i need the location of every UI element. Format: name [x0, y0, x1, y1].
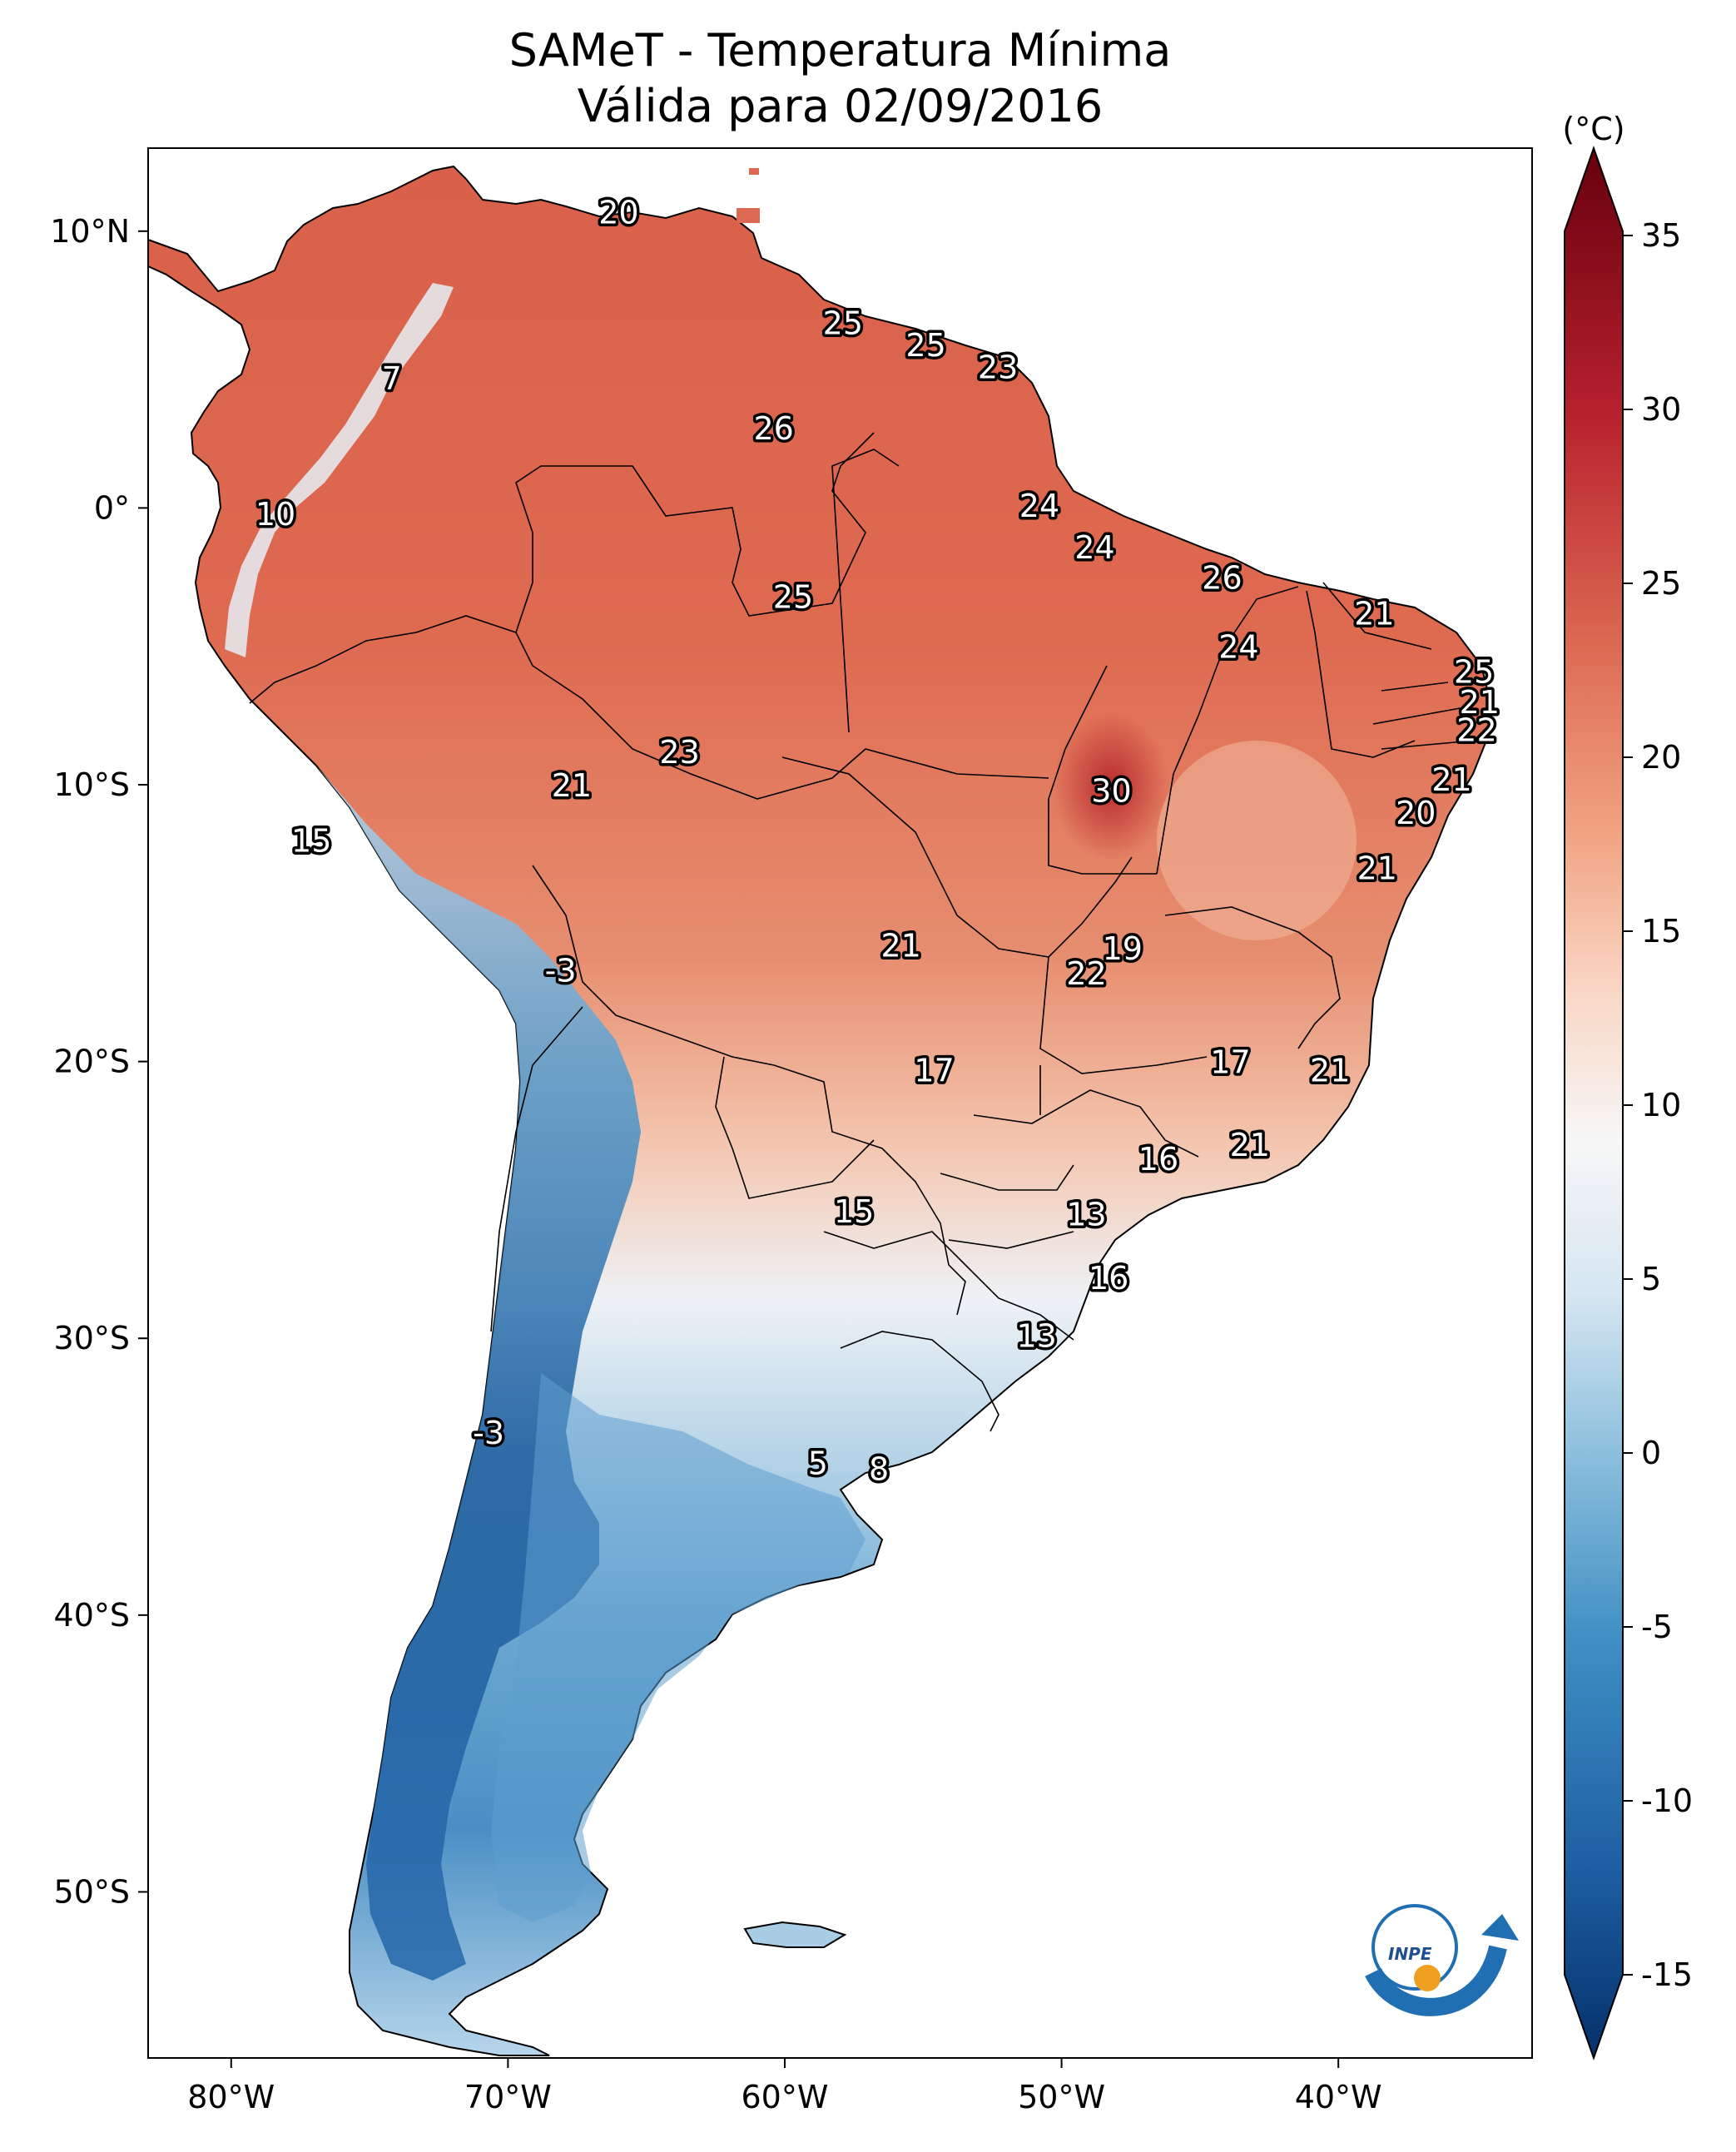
- trinidad-island: [737, 208, 760, 223]
- lon-tick-label: 70°W: [464, 2079, 552, 2115]
- colorbar-bar: [1564, 145, 1624, 2061]
- lat-tick-label: 0°: [94, 489, 130, 526]
- colorbar-tick-label: 30: [1641, 391, 1681, 428]
- temperature-label: 13: [1016, 1318, 1056, 1355]
- temperature-label: 16: [1089, 1260, 1128, 1297]
- lat-tick-label: 50°S: [54, 1873, 130, 1910]
- colorbar-tick-label: 25: [1641, 565, 1681, 602]
- temperature-label: 19: [1103, 930, 1143, 967]
- temperature-label: 17: [914, 1052, 954, 1088]
- lat-tick-label: 10°S: [54, 766, 130, 803]
- temperature-label: 21: [1354, 596, 1394, 632]
- colorbar-unit: (°C): [1562, 111, 1624, 147]
- temperature-label: -3: [545, 953, 577, 989]
- lon-tick-label: 60°W: [742, 2079, 829, 2115]
- hot-region-tocantins: [1053, 712, 1169, 861]
- colorbar-ticks: 35 30 25 20 15 10 5 0 -5 -10 -15: [1623, 217, 1693, 1993]
- temperature-label: 16: [1138, 1141, 1178, 1178]
- temperature-label: 21: [1357, 850, 1397, 887]
- temperature-label: 26: [753, 410, 793, 447]
- temperature-label: 30: [1091, 772, 1131, 809]
- temperature-label: 25: [823, 305, 863, 341]
- colorbar-tick-label: 35: [1641, 217, 1681, 254]
- temperature-label: 25: [1454, 653, 1494, 690]
- inpe-logo-icon: INPE: [1365, 1904, 1519, 2016]
- colorbar-tick-label: 20: [1641, 739, 1681, 776]
- colorbar-tick-label: -10: [1641, 1783, 1693, 1819]
- north-andes-cool-region: [225, 283, 454, 657]
- temperature-label: 24: [1218, 629, 1258, 666]
- temperature-label: 22: [1456, 712, 1496, 748]
- country-borders: [249, 432, 1474, 1432]
- temperature-label: 21: [1460, 684, 1500, 721]
- temperature-label: 21: [552, 767, 592, 804]
- lat-tick-label: 40°S: [54, 1597, 130, 1634]
- lat-tick-label: 20°S: [54, 1044, 130, 1080]
- colorbar-tick-label: 15: [1641, 913, 1681, 950]
- colorbar-tick-label: -15: [1641, 1956, 1693, 1993]
- colorbar-tick-label: 10: [1641, 1087, 1681, 1123]
- temperature-label: 20: [1396, 795, 1436, 831]
- temperature-label: 13: [1066, 1196, 1106, 1232]
- colorbar-tick-label: -5: [1641, 1609, 1673, 1645]
- lon-tick-label: 40°W: [1295, 2079, 1382, 2115]
- falkland-islands: [743, 1921, 847, 1948]
- temperature-label: 21: [880, 928, 920, 964]
- andes-cold-region: [275, 699, 641, 1981]
- temperature-label: 21: [1310, 1052, 1350, 1088]
- lon-tick-label: 80°W: [187, 2079, 275, 2115]
- lon-tick-label: 50°W: [1018, 2079, 1105, 2115]
- temperature-label: 17: [1210, 1044, 1250, 1080]
- temperature-label: 5: [808, 1445, 828, 1482]
- temperature-label: 21: [1230, 1127, 1270, 1163]
- temperature-label: 15: [291, 822, 331, 859]
- temperature-label: 15: [834, 1193, 874, 1230]
- temperature-label: 10: [255, 496, 295, 533]
- axis-ticks: 80°W 70°W 60°W 50°W 40°W 10°N 0° 10°S 20°S 30°S 40…: [50, 213, 1381, 2115]
- temperature-label: 20: [598, 194, 638, 231]
- temperature-label: 25: [773, 579, 813, 616]
- temperature-label: 25: [905, 327, 945, 364]
- colorbar-tick-label: 5: [1641, 1261, 1661, 1297]
- temperature-label: -3: [473, 1415, 504, 1451]
- temperature-label: 7: [382, 360, 402, 397]
- temperature-label: 22: [1066, 955, 1106, 992]
- temperature-label: 8: [869, 1450, 889, 1487]
- southern-cone-cold-region: [491, 1373, 866, 1922]
- temperature-label: 21: [1431, 761, 1471, 798]
- colorbar-tick-label: 0: [1641, 1435, 1661, 1471]
- temperature-label: 24: [1019, 488, 1059, 524]
- logo-text: INPE: [1388, 1944, 1432, 1964]
- temperature-label: 24: [1074, 529, 1114, 566]
- temperature-label: 23: [659, 734, 699, 771]
- bahia-warm-region: [1157, 741, 1357, 940]
- temperature-label: 26: [1202, 559, 1242, 596]
- temperature-label: 23: [978, 350, 1018, 386]
- lat-tick-label: 30°S: [54, 1320, 130, 1356]
- colorbar: (°C) 35 30 25 20 15 10 5 0 -5 -10 -15: [1562, 111, 1693, 2061]
- lat-tick-label: 10°N: [50, 213, 130, 250]
- caribbean-island: [749, 168, 759, 175]
- map-title: SAMeT - Temperatura Mínima: [508, 24, 1172, 77]
- map-subtitle: Válida para 02/09/2016: [577, 80, 1104, 132]
